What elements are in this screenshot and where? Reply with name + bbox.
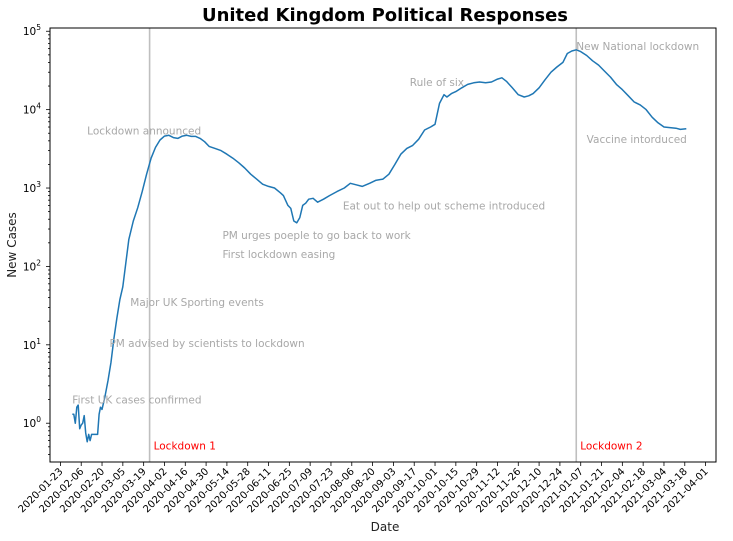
y-axis-label: New Cases: [5, 212, 19, 278]
y-tick-label: 101: [23, 337, 41, 352]
annotation-label: Eat out to help out scheme introduced: [343, 200, 545, 212]
annotation-label: Lockdown announced: [87, 126, 201, 138]
chart-title: United Kingdom Political Responses: [202, 5, 568, 26]
annotation-label: Rule of six: [410, 77, 464, 89]
annotation-label: Major UK Sporting events: [130, 297, 264, 309]
y-tick-label: 105: [23, 23, 41, 38]
series-line: [72, 49, 687, 443]
annotation-label: Vaccine intorduced: [587, 134, 687, 146]
annotation-label: PM advised by scientists to lockdown: [109, 338, 304, 350]
plot-frame: [49, 27, 717, 463]
lockdown-label: Lockdown 1: [154, 440, 216, 452]
x-axis-label: Date: [371, 520, 400, 534]
y-tick-label: 103: [23, 180, 41, 195]
annotation-label: First lockdown easing: [222, 249, 335, 261]
plot-area: First UK cases confirmed PM advised by sc…: [17, 23, 717, 515]
y-tick-label: 102: [23, 258, 41, 273]
y-tick-label: 100: [23, 415, 41, 430]
lockdown-label: Lockdown 2: [580, 440, 642, 452]
annotation-label: PM urges poeple to go back to work: [222, 230, 411, 242]
y-tick-label: 104: [23, 102, 41, 117]
annotation-label: First UK cases confirmed: [72, 395, 201, 407]
annotation-label: New National lockdown: [576, 41, 699, 53]
